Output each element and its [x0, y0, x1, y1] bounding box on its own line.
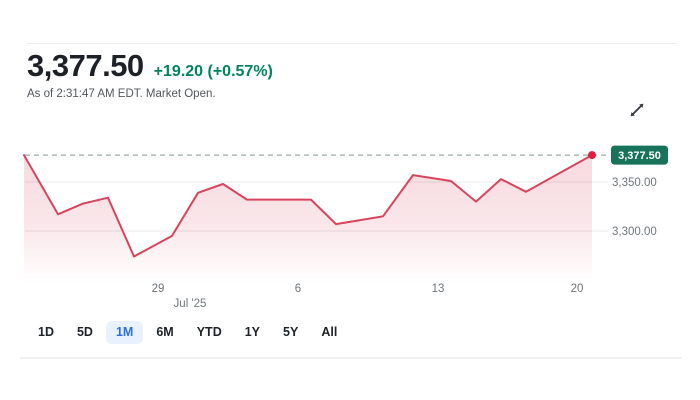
area-fill — [24, 155, 592, 283]
x-axis-label: 29 — [152, 283, 165, 295]
price-line — [23, 154, 593, 258]
y-axis-label: 3,350.00 — [612, 177, 657, 189]
expand-icon[interactable] — [628, 101, 646, 119]
range-button-1d[interactable]: 1D — [38, 325, 54, 339]
range-button-5y[interactable]: 5Y — [283, 325, 299, 339]
last-price-dot — [588, 151, 596, 160]
range-selector: 1D 5D 1M 6M YTD 1Y 5Y All — [28, 321, 347, 344]
range-button-6m[interactable]: 6M — [156, 325, 174, 339]
x-axis-label: 20 — [571, 283, 584, 295]
price-chart[interactable]: 3,350.00 3,300.00 3,377.50 29 6 13 20 Jul '25 — [0, 132, 700, 317]
as-of-text: As of 2:31:47 AM EDT. Market Open. — [27, 88, 216, 100]
range-button-1y[interactable]: 1Y — [244, 325, 261, 339]
price-change: +19.20 (+0.57%) — [153, 63, 273, 80]
quote-header: 3,377.50 +19.20 (+0.57%) As of 2:31:47 A… — [27, 50, 273, 100]
top-divider — [27, 43, 676, 44]
range-button-5d[interactable]: 5D — [76, 325, 93, 339]
y-axis-label: 3,300.00 — [612, 226, 657, 238]
current-price-badge-label: 3,377.50 — [618, 150, 661, 162]
range-button-ytd[interactable]: YTD — [196, 325, 222, 339]
x-axis-label: 6 — [295, 283, 301, 295]
x-axis-period-label: Jul '25 — [174, 298, 207, 310]
x-axis-label: 13 — [432, 283, 445, 295]
bottom-divider — [20, 357, 682, 359]
price-value: 3,377.50 — [27, 48, 144, 83]
range-button-all[interactable]: All — [321, 325, 338, 339]
chart-svg: 3,350.00 3,300.00 3,377.50 29 6 13 20 Jul '25 — [23, 145, 668, 310]
current-price-badge — [611, 145, 668, 165]
range-button-1m[interactable]: 1M — [105, 321, 144, 344]
